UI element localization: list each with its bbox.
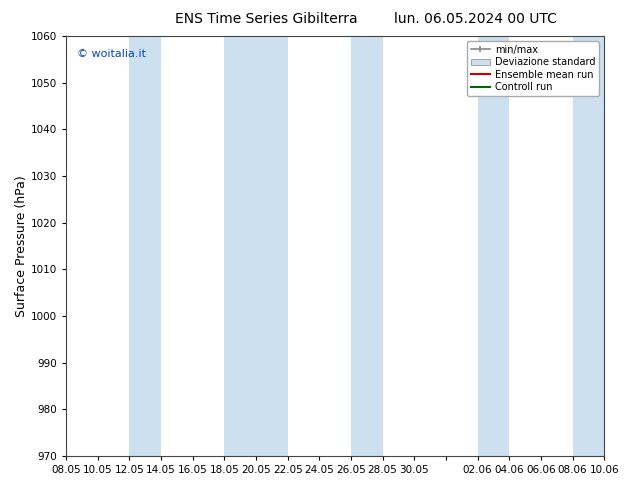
Text: lun. 06.05.2024 00 UTC: lun. 06.05.2024 00 UTC bbox=[394, 12, 557, 26]
Y-axis label: Surface Pressure (hPa): Surface Pressure (hPa) bbox=[15, 175, 28, 317]
Text: ENS Time Series Gibilterra: ENS Time Series Gibilterra bbox=[175, 12, 358, 26]
Bar bbox=[351, 36, 382, 456]
Bar bbox=[224, 36, 288, 456]
Bar bbox=[129, 36, 161, 456]
Text: © woitalia.it: © woitalia.it bbox=[77, 49, 146, 59]
Bar bbox=[573, 36, 634, 456]
Bar bbox=[477, 36, 509, 456]
Legend: min/max, Deviazione standard, Ensemble mean run, Controll run: min/max, Deviazione standard, Ensemble m… bbox=[467, 41, 599, 96]
